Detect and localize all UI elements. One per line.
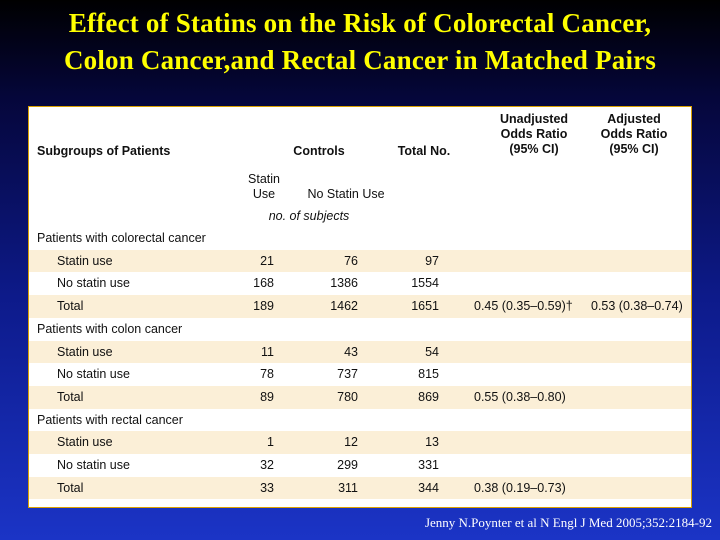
row-label: Statin use [57,435,113,450]
cell-total: 97 [425,253,439,268]
cell-statin-use: 168 [253,276,274,291]
header-unadjusted-or: Unadjusted Odds Ratio (95% CI) [499,112,569,156]
cell-total: 1554 [411,276,439,291]
table-row: Total 33 311 344 0.38 (0.19–0.73) [29,476,691,500]
cell-statin-use: 89 [260,389,274,404]
table-row: Total 189 1462 1651 0.45 (0.35–0.59)† 0.53 (0… [29,295,691,318]
table-row: No statin use 168 1386 1554 [29,272,691,295]
statins-table: Subgroups of Patients Controls Total No.… [28,106,692,508]
row-label: Patients with rectal cancer [37,412,183,427]
cell-unadjusted-or: 0.45 (0.35–0.59)† [474,299,573,314]
cell-unadjusted-or: 0.55 (0.38–0.80) [474,389,566,404]
row-label: Total [57,389,84,404]
cell-no-statin-use: 780 [337,389,358,404]
subheader-no-statin-use: No Statin Use [307,187,385,201]
table-row: Total 89 780 869 0.55 (0.38–0.80) [29,385,691,409]
cell-no-statin-use: 43 [344,344,358,359]
header-controls: Controls [293,144,345,158]
cell-no-statin-use: 299 [337,458,358,472]
cell-no-statin-use: 76 [344,253,358,268]
cell-statin-use: 33 [260,480,274,495]
row-label: Total [57,299,84,314]
cell-statin-use: 78 [260,367,274,382]
row-label: Patients with colon cancer [37,321,183,336]
subheader-statin-use: Statin Use [248,172,280,201]
table-group-row: Patients with rectal cancer [29,409,691,432]
row-label: Total [57,480,84,495]
row-label: No statin use [57,367,130,382]
table-group-row: Patients with colon cancer [29,318,691,341]
table-row: No statin use 78 737 815 [29,363,691,386]
cell-adjusted-or: 0.53 (0.38–0.74) [591,299,683,314]
slide-title-line-1: Effect of Statins on the Risk of Colorec… [68,8,652,38]
row-label: Patients with colorectal cancer [37,231,206,245]
cell-no-statin-use: 311 [338,480,358,495]
cell-total: 1651 [411,299,439,314]
cell-statin-use: 32 [260,458,274,472]
header-total: Total No. [397,144,451,158]
header-subgroups: Subgroups of Patients [37,144,171,158]
cell-statin-use: 1 [267,435,274,450]
cell-statin-use: 21 [260,253,274,268]
row-label: Statin use [57,253,113,268]
cell-total: 815 [418,367,439,382]
table-group-row: Patients with colorectal cancer [29,227,691,250]
cell-total: 331 [418,458,439,472]
cell-total: 344 [418,480,439,495]
table-row: Statin use 11 43 54 [29,340,691,364]
cell-total: 869 [418,389,439,404]
row-label: Statin use [57,344,113,359]
cell-statin-use: 11 [261,344,274,359]
table-row: Statin use 1 12 13 [29,431,691,454]
table-row: Statin use 21 76 97 [29,249,691,273]
cell-no-statin-use: 1462 [330,299,358,314]
citation: Jenny N.Poynter et al N Engl J Med 2005;… [424,515,712,530]
cell-total: 54 [425,344,439,359]
cell-no-statin-use: 737 [337,367,358,382]
cell-unadjusted-or: 0.38 (0.19–0.73) [474,480,566,495]
slide-title: Effect of Statins on the Risk of Colorec… [0,5,720,79]
cell-no-statin-use: 1386 [330,276,358,291]
cell-statin-use: 189 [253,299,274,314]
header-adjusted-or: Adjusted Odds Ratio (95% CI) [600,112,668,156]
row-label: No statin use [57,458,130,472]
subheader-units: no. of subjects [268,209,350,223]
cell-total: 13 [425,435,439,450]
slide-title-line-2: Colon Cancer,and Rectal Cancer in Matche… [63,45,657,75]
row-label: No statin use [57,276,130,291]
table-row: No statin use 32 299 331 [29,454,691,477]
cell-no-statin-use: 12 [344,435,358,450]
